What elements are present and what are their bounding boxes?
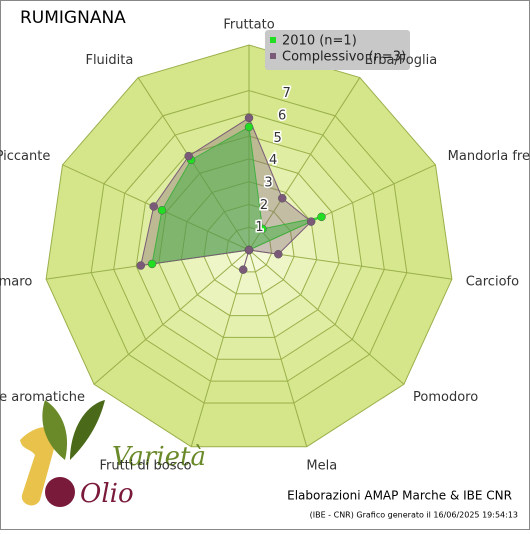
r-tick-label: 5 (273, 131, 281, 146)
legend-swatch (270, 37, 276, 43)
data-point (244, 245, 254, 255)
r-tick-label: 3 (264, 176, 272, 191)
axis-spoke (248, 77, 361, 251)
axis-label: Mela (306, 458, 337, 473)
footnote: (IBE - CNR) Grafico generato il 16/06/20… (310, 511, 518, 520)
axis-label: Amaro (0, 275, 32, 290)
data-point (277, 194, 287, 203)
data-point (184, 151, 193, 161)
legend-label: 2010 (n=1) (282, 34, 357, 49)
data-point (317, 212, 326, 222)
data-point (157, 206, 167, 215)
axis-label: Fluidita (85, 53, 133, 68)
data-point (147, 259, 157, 269)
axis-label: Fruttato (223, 18, 274, 33)
data-point (258, 224, 267, 234)
data-point (274, 249, 283, 259)
axis-label: Erbe aromatiche (0, 390, 85, 405)
axis-spoke (93, 249, 250, 385)
axis-label: Frutti di bosco (99, 458, 191, 473)
axis-label: Carciofo (466, 275, 519, 290)
credit: Elaborazioni AMAP Marche & IBE CNR (287, 489, 512, 503)
logo-text: Varietà (112, 442, 206, 472)
axis-label: Pomodoro (413, 390, 478, 405)
axis-spoke (248, 249, 452, 280)
data-point (149, 202, 158, 211)
data-point (238, 265, 248, 274)
axis-label: Erba/Foglia (365, 53, 438, 68)
axis-spoke (248, 249, 405, 385)
logo-text: Olio (80, 479, 134, 509)
data-point (306, 217, 316, 226)
r-tick-label: 4 (269, 153, 277, 168)
logo: Varietà Olio (20, 400, 206, 509)
legend-swatch (270, 53, 276, 59)
legend (265, 30, 410, 70)
chart-title: RUMIGNANA (20, 8, 126, 28)
axis-label: Piccante (0, 149, 50, 164)
data-point (244, 113, 254, 123)
r-tick-label: 6 (278, 109, 286, 124)
axis-spoke (248, 249, 308, 447)
r-tick-label: 7 (283, 86, 291, 101)
r-tick-label: 2 (260, 198, 268, 213)
axis-spoke (190, 249, 250, 447)
r-tick-label: 1 (255, 220, 263, 235)
data-point (244, 122, 254, 132)
legend-label: Complessivo (n=3) (282, 50, 406, 65)
data-point (136, 261, 146, 270)
axis-label: Mandorla fresca (448, 149, 530, 164)
